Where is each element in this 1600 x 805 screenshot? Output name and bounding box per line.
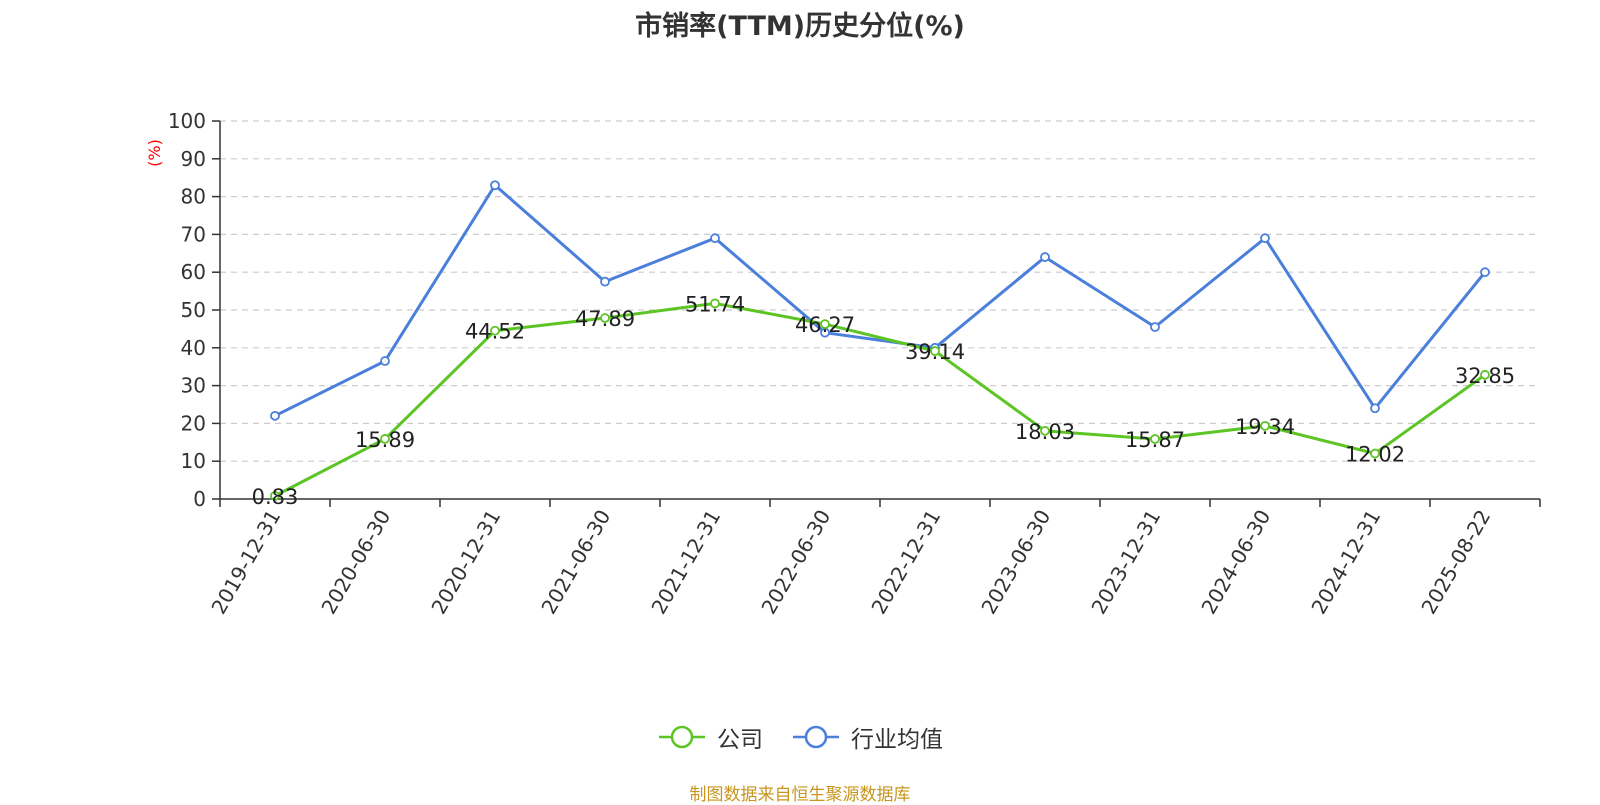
legend-marker-icon xyxy=(659,725,705,749)
data-label: 19.34 xyxy=(1235,415,1295,439)
data-label: 32.85 xyxy=(1455,364,1515,388)
data-point xyxy=(1260,233,1270,244)
data-point xyxy=(710,233,720,244)
x-tick-label: 2023-12-31 xyxy=(1086,506,1165,619)
legend: 公司 行业均值 xyxy=(0,720,1600,754)
data-point xyxy=(1370,403,1380,414)
x-tick-label: 2020-06-30 xyxy=(316,506,395,619)
data-label: 15.87 xyxy=(1125,428,1185,452)
y-tick-label: 0 xyxy=(193,487,206,511)
data-label: 0.83 xyxy=(252,485,299,509)
data-point xyxy=(710,298,720,309)
chart-title: 市销率(TTM)历史分位(%) xyxy=(635,11,965,42)
data-point xyxy=(270,410,280,421)
y-tick-label: 80 xyxy=(181,185,206,209)
series-line xyxy=(274,301,1486,498)
data-point xyxy=(600,313,610,323)
y-tick-label: 70 xyxy=(181,222,206,246)
y-tick-label: 100 xyxy=(168,109,206,133)
data-point xyxy=(1150,434,1160,444)
data-point xyxy=(600,276,610,287)
data-point xyxy=(490,325,500,336)
data-point xyxy=(490,180,500,191)
x-tick-label: 2019-12-31 xyxy=(206,506,285,619)
legend-label: 公司 xyxy=(717,727,763,753)
data-point xyxy=(1150,322,1160,332)
axes: 0 10 20 30 40 50 60 70 80 90 100 2019-12-31 2020-06-… xyxy=(168,109,1541,619)
data-point xyxy=(930,346,940,356)
x-tick-label: 2021-06-30 xyxy=(536,506,615,619)
data-label: 18.03 xyxy=(1015,420,1075,444)
x-tick-label: 2023-06-30 xyxy=(976,506,1055,619)
grid-lines xyxy=(220,120,1540,462)
data-point xyxy=(380,434,390,444)
data-label: 39.14 xyxy=(905,340,965,364)
x-tick-label: 2024-06-30 xyxy=(1196,506,1275,619)
y-tick-label: 60 xyxy=(181,260,206,284)
y-tick-label: 50 xyxy=(181,298,206,322)
legend-item[interactable]: 行业均值 xyxy=(791,720,943,754)
series-line xyxy=(274,183,1487,418)
x-tick-label: 2024-12-31 xyxy=(1306,506,1385,619)
data-label: 12.02 xyxy=(1345,443,1405,467)
x-tick-label: 2022-12-31 xyxy=(866,506,945,619)
data-point xyxy=(820,319,830,329)
x-tick-label: 2022-06-30 xyxy=(756,506,835,619)
line-chart: 0 10 20 30 40 50 60 70 80 90 100 2019-12-31 2020-06-… xyxy=(145,109,1541,619)
legend-label: 行业均值 xyxy=(851,727,943,753)
y-tick-label: 40 xyxy=(181,336,206,360)
y-tick-label: 10 xyxy=(181,449,206,473)
y-tick-label: 20 xyxy=(181,411,206,435)
x-tick-label: 2021-12-31 xyxy=(646,506,725,619)
legend-item[interactable]: 公司 xyxy=(657,720,763,754)
data-point xyxy=(1040,425,1050,436)
y-tick-label: 90 xyxy=(181,147,206,171)
y-tick-label: 30 xyxy=(181,374,206,398)
data-label: 47.89 xyxy=(575,307,635,331)
data-label: 46.27 xyxy=(795,313,855,337)
x-tick-label: 2020-12-31 xyxy=(426,506,505,619)
x-tick-label: 2025-08-22 xyxy=(1416,506,1495,619)
legend-marker-icon xyxy=(793,725,839,749)
y-axis-unit-label: (%) xyxy=(145,139,164,167)
data-point xyxy=(1040,252,1050,262)
data-labels: 0.83 15.89 44.52 47.89 51.74 46.27 39.14 18.03 1… xyxy=(252,292,1515,508)
data-source-note: 制图数据来自恒生聚源数据库 xyxy=(689,785,911,805)
data-point xyxy=(1480,267,1490,278)
data-point xyxy=(1480,369,1490,380)
data-point xyxy=(380,356,390,366)
data-point xyxy=(1260,420,1270,431)
data-label: 44.52 xyxy=(465,320,525,344)
series xyxy=(270,180,1490,501)
data-point xyxy=(1370,448,1380,459)
data-label: 51.74 xyxy=(685,292,745,316)
data-label: 15.89 xyxy=(355,428,415,452)
data-point xyxy=(270,490,280,501)
